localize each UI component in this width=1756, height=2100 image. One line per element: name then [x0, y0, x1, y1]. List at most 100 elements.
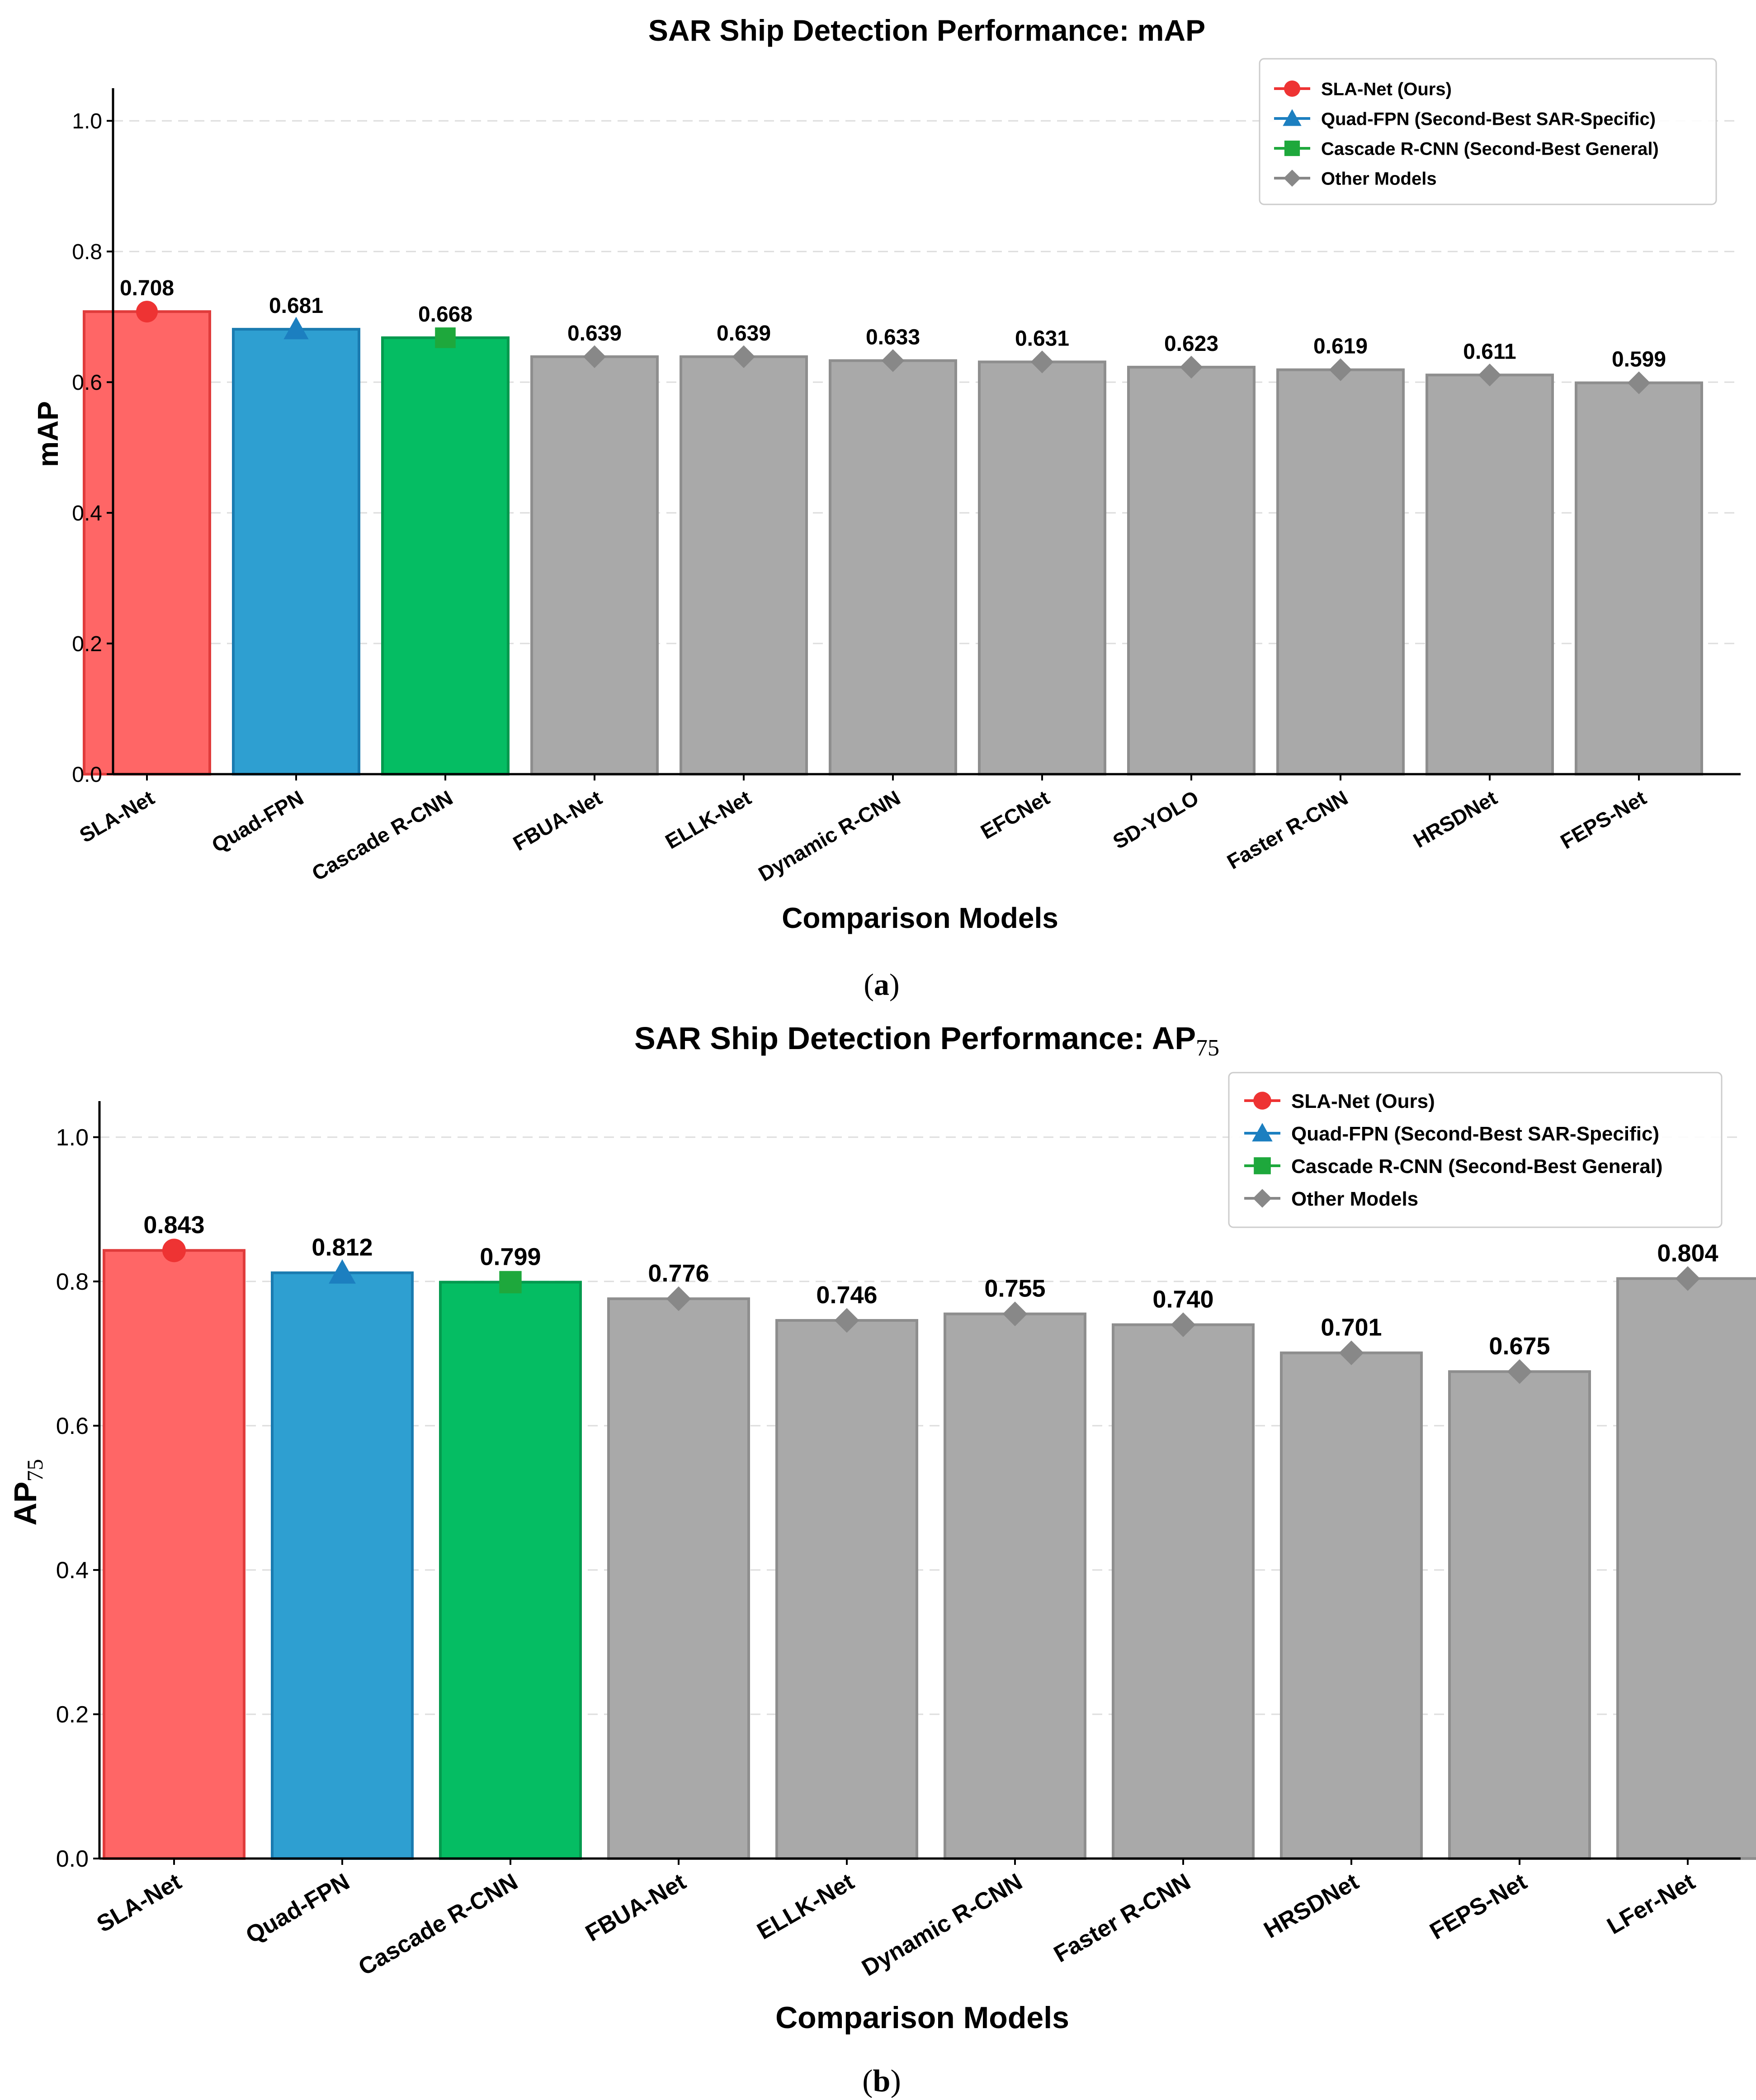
x-tick-label: Dynamic R-CNN — [755, 786, 904, 886]
chart-panel-b: SAR Ship Detection Performance: AP75 0.8… — [8, 1021, 1756, 2099]
bar-marker — [499, 1271, 522, 1294]
bar-marker — [881, 349, 905, 372]
value-label: 0.639 — [717, 322, 771, 345]
chart-panel-a: SAR Ship Detection Performance: mAP 0.70… — [32, 14, 1741, 1002]
bar-ellk-net — [680, 355, 808, 776]
bar-faster-r-cnn — [1276, 368, 1405, 776]
bar-quad-fpn — [271, 1271, 414, 1860]
value-label: 0.675 — [1489, 1333, 1550, 1360]
value-label: 0.776 — [648, 1260, 709, 1287]
y-ticks: 0.0 0.2 0.4 0.6 0.8 1.0 — [56, 1125, 99, 1872]
bar-fbua-net — [607, 1297, 750, 1860]
legend-marker — [1253, 1189, 1272, 1208]
bar-marker — [1030, 350, 1054, 374]
bar-marker — [1339, 1340, 1364, 1366]
y-axis-label: AP75 — [8, 1459, 47, 1525]
bar-marker — [329, 1259, 356, 1284]
bar-fbua-net — [530, 355, 659, 776]
bar-marker — [1329, 358, 1352, 381]
bar-marker — [732, 345, 755, 368]
bar-marker — [1507, 1359, 1532, 1384]
bar-marker — [834, 1308, 859, 1333]
y-tick-label: 1.0 — [56, 1125, 89, 1151]
value-label: 0.804 — [1657, 1239, 1718, 1267]
value-label: 0.631 — [1015, 326, 1069, 350]
y-tick-label: 0.6 — [72, 371, 102, 395]
x-tick-label: Faster R-CNN — [1049, 1868, 1195, 1968]
y-tick-label: 0.2 — [56, 1702, 89, 1728]
bars — [103, 1249, 1756, 1860]
y-tick-label: 0.6 — [56, 1413, 89, 1439]
value-label: 0.611 — [1463, 340, 1516, 364]
legend-frame — [1259, 58, 1717, 205]
x-axis-label: Comparison Models — [782, 902, 1058, 934]
legend-marker — [1284, 170, 1301, 187]
legend: SLA-Net (Ours) Quad-FPN (Second-Best SAR-… — [1228, 1072, 1723, 1228]
figure-caption: (b) — [862, 2064, 901, 2098]
bar-marker — [435, 327, 456, 348]
legend-marker — [1253, 1092, 1271, 1110]
x-axis-label: Comparison Models — [775, 2001, 1069, 2035]
x-tick-label: EFCNet — [977, 786, 1053, 844]
bar-marker — [283, 317, 309, 340]
bar-sla-net — [103, 1249, 245, 1860]
bar-dynamic-r-cnn — [944, 1312, 1086, 1860]
bar-lfer-net — [1616, 1277, 1756, 1860]
value-label: 0.746 — [816, 1282, 877, 1309]
x-tick-label: SLA-Net — [76, 786, 158, 847]
x-tick-label: FEPS-Net — [1426, 1868, 1531, 1945]
bar-cascade-r-cnn — [381, 336, 510, 776]
value-label: 0.708 — [120, 276, 174, 300]
x-tick-label: Cascade R-CNN — [308, 786, 457, 885]
legend-label: Other Models — [1291, 1188, 1418, 1210]
value-label: 0.755 — [984, 1275, 1045, 1302]
chart-title: SAR Ship Detection Performance: mAP — [648, 14, 1205, 47]
x-ticks: SLA-Net Quad-FPN Cascade R-CNN FBUA-Net ELLK… — [76, 774, 1650, 886]
legend-label: SLA-Net (Ours) — [1321, 79, 1452, 99]
x-ticks: SLA-Net Quad-FPN Cascade R-CNN FBUA-Net ELLK… — [92, 1859, 1699, 1982]
bar-sd-yolo — [1127, 365, 1256, 776]
bar-cascade-r-cnn — [439, 1281, 582, 1860]
x-tick-label: HRSDNet — [1409, 786, 1501, 852]
point-markers — [162, 1239, 1700, 1384]
x-tick-label: Dynamic R-CNN — [858, 1868, 1027, 1982]
x-tick-label: HRSDNet — [1260, 1868, 1363, 1944]
bar-quad-fpn — [232, 328, 360, 776]
value-label: 0.701 — [1321, 1314, 1382, 1341]
y-tick-label: 0.8 — [56, 1269, 89, 1295]
bar-marker — [666, 1286, 691, 1311]
bar-hrsdnet — [1426, 374, 1554, 776]
bar-marker — [162, 1239, 186, 1263]
value-labels: 0.843 0.812 0.799 0.776 0.746 0.755 0.740 0.701… — [143, 1211, 1718, 1360]
legend-label: SLA-Net (Ours) — [1291, 1090, 1435, 1112]
y-tick-label: 0.0 — [72, 763, 102, 787]
bar-sla-net — [83, 310, 211, 776]
legend-marker — [1254, 1157, 1271, 1174]
bar-marker — [1171, 1312, 1196, 1337]
bar-marker — [583, 345, 606, 368]
value-label: 0.799 — [480, 1243, 541, 1270]
value-label: 0.740 — [1152, 1286, 1213, 1313]
y-tick-label: 0.8 — [72, 240, 102, 264]
y-ticks: 0.0 0.2 0.4 0.6 0.8 1.0 — [72, 109, 113, 787]
x-tick-label: Quad-FPN — [208, 786, 307, 857]
value-label: 0.599 — [1612, 348, 1666, 372]
x-tick-label: ELLK-Net — [661, 786, 755, 854]
bar-feps-net — [1448, 1370, 1591, 1860]
bar-hrsdnet — [1280, 1351, 1423, 1860]
value-label: 0.681 — [269, 294, 323, 318]
bar-marker — [136, 301, 158, 323]
value-label: 0.619 — [1313, 335, 1368, 359]
y-axis-label: mAP — [32, 401, 64, 467]
y-tick-label: 0.4 — [72, 501, 102, 525]
x-tick-label: Faster R-CNN — [1223, 786, 1352, 874]
legend-label: Cascade R-CNN (Second-Best General) — [1291, 1155, 1663, 1178]
legend-marker — [1283, 109, 1302, 126]
bar-feps-net — [1575, 381, 1703, 776]
legend-marker — [1252, 1123, 1273, 1142]
legend-label: Quad-FPN (Second-Best SAR-Specific) — [1291, 1123, 1659, 1145]
y-tick-label: 0.0 — [56, 1846, 89, 1872]
value-label: 0.843 — [143, 1211, 204, 1239]
